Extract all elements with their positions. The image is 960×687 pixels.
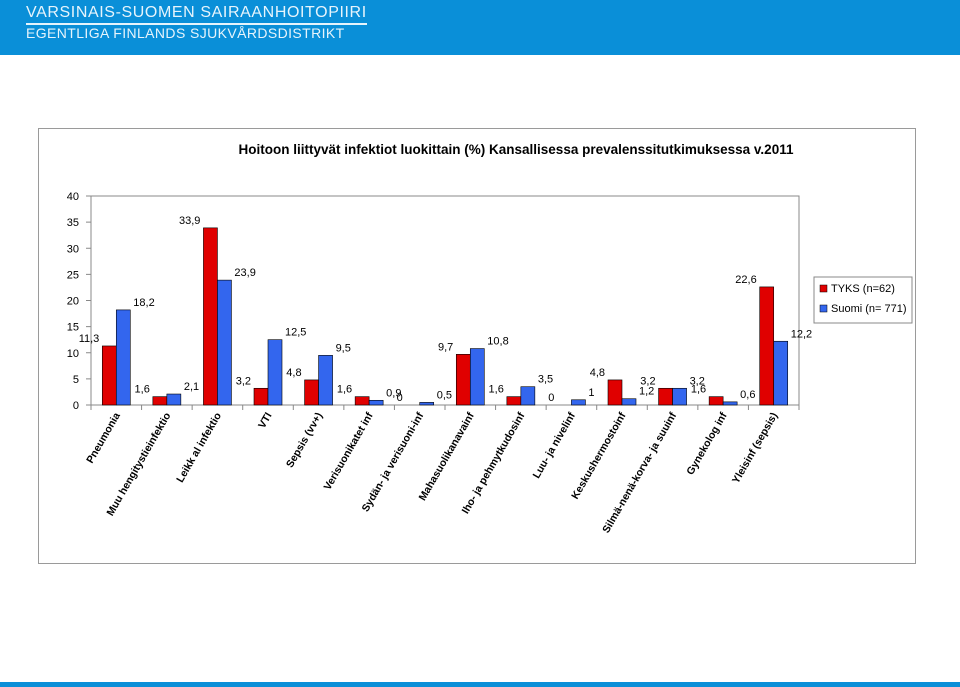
data-label: 1,6	[337, 384, 352, 396]
data-label: 23,9	[234, 267, 255, 279]
bar	[354, 396, 370, 406]
bar	[166, 393, 182, 406]
data-label: 0,6	[740, 389, 755, 401]
y-tick-label: 30	[67, 243, 79, 255]
bar	[253, 387, 269, 406]
data-label: 0,5	[437, 389, 452, 401]
bar	[506, 396, 522, 406]
chart-frame: Hoitoon liittyvät infektiot luokittain (…	[38, 128, 916, 564]
data-label: 3,2	[640, 375, 655, 387]
category-label: Mahasuolikanavainf	[417, 410, 478, 503]
bar	[658, 387, 673, 406]
category-label: Verisuonikatet inf	[322, 410, 376, 492]
y-tick-label: 15	[67, 322, 79, 334]
category-label: Luu- ja nivelinf	[531, 410, 579, 481]
data-label: 12,5	[285, 327, 306, 339]
plot-area	[90, 195, 800, 406]
data-label: 1,2	[639, 386, 654, 398]
legend-swatch	[819, 304, 828, 313]
legend-swatch	[819, 284, 828, 293]
bar	[722, 401, 738, 406]
bar-chart: Hoitoon liittyvät infektiot luokittain (…	[67, 142, 913, 535]
category-label: Keskushermostoinf	[569, 410, 629, 501]
bar	[115, 309, 131, 406]
bar	[773, 340, 789, 406]
category-label: Sepsis (vv+)	[284, 411, 325, 470]
bar	[469, 348, 485, 406]
data-label: 1,6	[135, 384, 150, 396]
bar	[419, 402, 435, 406]
bar	[101, 345, 117, 406]
data-label: 1	[588, 387, 594, 399]
category-label: Yleisinf (sepsis)	[730, 411, 780, 486]
category-label: Pneumonia	[84, 410, 123, 465]
y-tick-label: 5	[73, 374, 79, 386]
bar	[267, 339, 283, 406]
legend-label: TYKS (n=62)	[831, 283, 895, 295]
legend-box	[813, 276, 913, 324]
bar	[203, 227, 218, 406]
bar	[759, 286, 775, 406]
data-label: 12,2	[791, 328, 812, 340]
data-label: 3,5	[538, 374, 553, 386]
bar	[708, 396, 724, 406]
bar	[672, 387, 687, 406]
data-label: 0	[548, 392, 554, 404]
y-tick-label: 10	[67, 348, 79, 360]
data-label: 9,7	[438, 341, 453, 353]
organization-name-sv: EGENTLIGA FINLANDS SJUKVÅRDSDISTRIKT	[26, 25, 345, 41]
bar	[455, 354, 471, 406]
bar	[368, 399, 384, 406]
organization-name-fi: VARSINAIS-SUOMEN SAIRAANHOITOPIIRI	[26, 4, 367, 25]
data-label: 9,5	[336, 342, 351, 354]
category-label: VTI	[256, 410, 275, 430]
data-label: 4,8	[286, 367, 301, 379]
data-label: 4,8	[590, 367, 605, 379]
data-label: 1,6	[489, 384, 504, 396]
data-label: 22,6	[735, 274, 756, 286]
data-label: 10,8	[487, 336, 508, 348]
y-tick-label: 40	[67, 191, 79, 203]
legend-label: Suomi (n= 771)	[831, 303, 907, 315]
chart-title: Hoitoon liittyvät infektiot luokittain (…	[239, 142, 794, 157]
y-tick-label: 0	[73, 400, 79, 412]
category-label: Leikk al infektio	[174, 411, 224, 485]
data-label: 18,2	[133, 297, 154, 309]
data-label: 1,6	[691, 384, 706, 396]
data-label: 3,2	[690, 375, 705, 387]
y-tick-label: 35	[67, 217, 79, 229]
y-tick-label: 25	[67, 269, 79, 281]
data-label: 2,1	[184, 381, 199, 393]
category-label: Gynekolog inf	[684, 410, 730, 477]
data-label: 0	[397, 392, 403, 404]
data-label: 0,9	[386, 387, 401, 399]
header-bar: VARSINAIS-SUOMEN SAIRAANHOITOPIIRI EGENT…	[0, 0, 960, 55]
footer-bar	[0, 682, 960, 687]
bar	[304, 379, 319, 406]
bar	[571, 399, 586, 406]
bar	[152, 396, 168, 406]
data-label: 11,3	[79, 333, 100, 345]
y-tick-label: 20	[67, 296, 79, 308]
bar	[607, 379, 623, 406]
bar	[621, 398, 637, 406]
data-label: 33,9	[179, 215, 200, 227]
bar	[520, 386, 536, 406]
bar	[318, 355, 333, 406]
data-label: 3,2	[236, 375, 251, 387]
bar	[217, 279, 232, 406]
